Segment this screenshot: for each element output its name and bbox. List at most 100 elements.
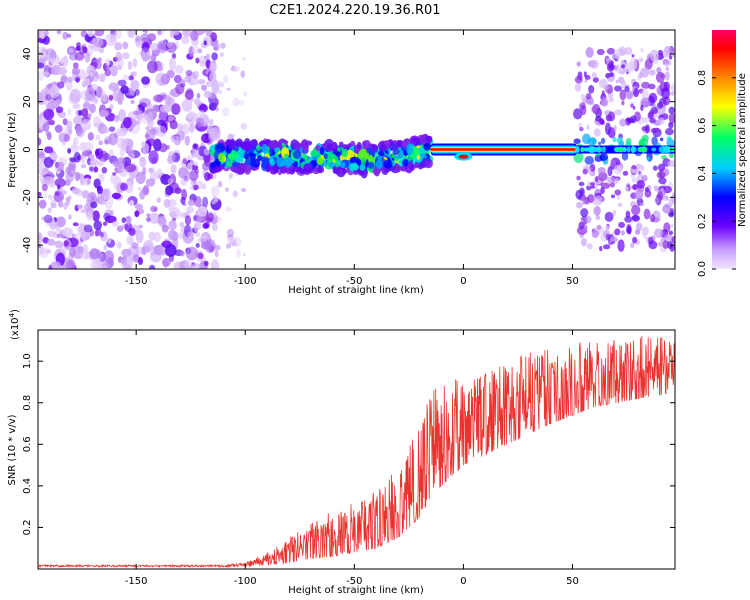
spectrogram-blob <box>606 176 616 184</box>
spectrogram-blob <box>310 150 319 157</box>
spectrogram-blob <box>586 124 590 131</box>
spectrogram-blob <box>656 171 666 179</box>
spectrogram-marks <box>38 30 675 269</box>
spectrogram-blob <box>237 163 246 171</box>
spectrogram-blob <box>629 57 638 71</box>
spectrogram-blob <box>595 214 601 221</box>
spectrogram-blob <box>612 136 617 143</box>
spectrogram-blob <box>212 59 216 63</box>
spectrogram-blob <box>47 230 56 237</box>
spectrogram-blob <box>99 73 106 83</box>
snr-y-unit-exp: 4 <box>8 312 16 317</box>
spectrogram-blob <box>360 158 367 165</box>
spectrogram-blob <box>232 133 236 137</box>
spectrogram-blob <box>122 74 129 82</box>
spectrogram-blob <box>145 102 153 110</box>
spectrogram-blob <box>38 152 46 159</box>
spectrogram-blob <box>196 92 201 99</box>
spectrogram-blob <box>239 99 244 107</box>
spectrogram-blob <box>56 233 62 239</box>
spectrogram-blob <box>50 203 57 209</box>
spectrogram-blob <box>616 194 621 201</box>
colorbar-ticks: 0.0 0.2 0.4 0.6 0.8 <box>697 70 736 277</box>
spectrogram-blob <box>205 30 213 37</box>
spectrogram-blob <box>608 97 614 103</box>
spectrogram-blob <box>148 150 159 165</box>
spectrogram-blob <box>617 146 624 153</box>
spectrogram-blob <box>261 144 269 154</box>
snr-y-unit: (x104) <box>8 309 21 340</box>
spectrogram-blob <box>630 103 634 108</box>
spectrogram-blob <box>342 144 349 150</box>
spectrogram-blob <box>580 146 585 153</box>
snr-x-label: Height of straight line (km) <box>288 585 424 596</box>
spectrogram-blob <box>209 93 216 100</box>
spectrogram-blob <box>116 225 124 232</box>
snr-y-tick-label: 0.4 <box>22 478 33 494</box>
spectrogram-blob <box>598 118 605 125</box>
spectrogram-blob <box>377 155 382 161</box>
snr-y-unit-close: ) <box>10 309 21 313</box>
spectrogram-blob <box>651 147 657 152</box>
spectrogram-blob <box>618 46 627 56</box>
high-band-core <box>430 148 577 151</box>
spectrogram-blob <box>614 189 622 196</box>
spectrogram-blob <box>648 69 656 76</box>
colorbar: 0.0 0.2 0.4 0.6 0.8 Normalized spectral ampl… <box>697 30 748 277</box>
spectrogram-blob <box>670 210 675 216</box>
spectrogram-blob <box>586 185 592 191</box>
spectrogram-blob <box>127 30 136 39</box>
spectrogram-blob <box>213 41 219 49</box>
spectrogram-blob <box>590 185 595 189</box>
spectrogram-blob <box>107 237 112 244</box>
spectrogram-blob <box>331 142 337 149</box>
spectrogram-blob <box>120 182 128 192</box>
spectrogram-blob <box>103 244 108 251</box>
spectrogram-blob <box>203 260 209 267</box>
spectrogram-blob <box>76 42 81 47</box>
spectrogram-blob <box>249 139 258 150</box>
spectrogram-blob <box>409 156 414 161</box>
spectrogram-blob <box>614 228 621 236</box>
spectrogram-blob <box>56 226 61 233</box>
spectrogram-blob <box>135 171 146 184</box>
spectrogram-blob <box>197 78 206 85</box>
spectrogram-blob <box>161 257 171 267</box>
spectrogram-blob <box>621 100 625 106</box>
spectrogram-blob <box>658 117 665 125</box>
spectrogram-blob <box>58 111 66 119</box>
spectrogram-blob <box>619 118 627 127</box>
spectrogram-blob <box>631 168 638 174</box>
spectrogram-blob <box>604 122 611 135</box>
spectrogram-blob <box>105 58 111 66</box>
spectrogram-blob <box>58 99 62 105</box>
spectrogram-blob <box>655 187 659 192</box>
colorbar-tick-label: 0.4 <box>697 165 708 181</box>
spectrogram-blob <box>610 160 616 167</box>
spectrogram-blob <box>185 69 193 77</box>
spectrogram-blob <box>618 221 625 229</box>
spectrogram-blob <box>624 216 633 223</box>
spectrogram-blob <box>229 138 236 149</box>
spectrogram-blob <box>101 166 108 174</box>
spectrogram-blob <box>189 185 195 190</box>
spectrogram-blob <box>180 196 186 205</box>
spectrogram-blob <box>594 175 599 183</box>
spectrogram-blob <box>218 152 225 163</box>
spectrogram-blob <box>665 128 674 136</box>
spectrogram-blob <box>128 75 135 81</box>
spectrogram-blob <box>654 197 660 204</box>
spectrogram-blob <box>621 230 625 236</box>
spectrogram-blob <box>316 157 324 165</box>
spectrogram-blob <box>111 192 122 200</box>
spectrogram-blob <box>41 216 45 221</box>
spectrogram-blob <box>82 101 91 111</box>
spectrogram-blob <box>426 156 431 162</box>
spectrogram-blob <box>84 251 90 260</box>
spectrogram-blob <box>102 221 108 226</box>
spectrogram-blob <box>615 79 619 84</box>
spectrogram-blob <box>596 48 605 56</box>
spectrogram-blob <box>657 163 666 172</box>
spectrogram-blob <box>104 33 117 47</box>
spectrogram-blob <box>587 194 595 204</box>
